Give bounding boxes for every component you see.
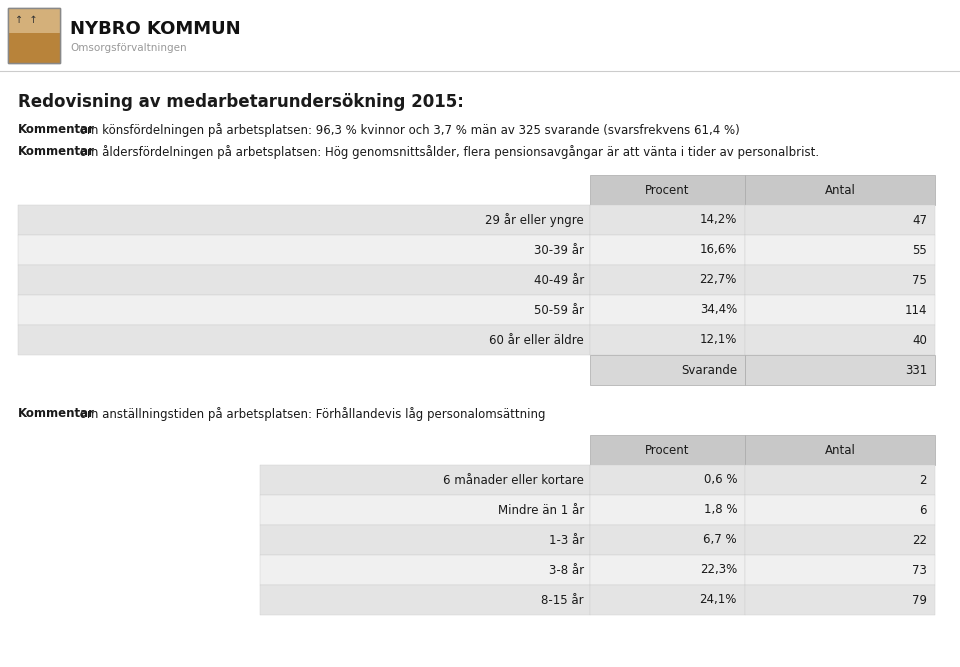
Text: Redovisning av medarbetarundersökning 2015:: Redovisning av medarbetarundersökning 20…	[18, 93, 464, 111]
Text: 60 år eller äldre: 60 år eller äldre	[490, 334, 584, 346]
Text: Antal: Antal	[825, 183, 855, 197]
Bar	[260, 585, 590, 615]
Bar	[590, 585, 745, 615]
Text: 79: 79	[912, 594, 927, 606]
Bar	[745, 175, 935, 205]
Bar	[745, 265, 935, 295]
Bar	[590, 555, 745, 585]
Bar	[590, 355, 745, 385]
Text: 40-49 år: 40-49 år	[534, 273, 584, 287]
Bar	[745, 465, 935, 495]
Bar	[745, 585, 935, 615]
Text: 1-3 år: 1-3 år	[549, 534, 584, 546]
Text: Kommentar: Kommentar	[18, 145, 95, 158]
Bar	[18, 265, 590, 295]
Text: 22,3%: 22,3%	[700, 564, 737, 576]
Bar	[590, 265, 745, 295]
Bar	[8, 33, 60, 63]
Bar	[8, 8, 60, 63]
Text: 29 år eller yngre: 29 år eller yngre	[485, 213, 584, 227]
Text: 6: 6	[920, 504, 927, 516]
Bar	[590, 435, 745, 465]
Text: 2: 2	[920, 474, 927, 486]
Text: Procent: Procent	[645, 444, 689, 456]
Text: 8-15 år: 8-15 år	[541, 594, 584, 606]
Text: 34,4%: 34,4%	[700, 303, 737, 317]
Bar	[745, 355, 935, 385]
Bar	[590, 205, 745, 235]
Bar	[8, 8, 60, 63]
Text: 30-39 år: 30-39 år	[534, 243, 584, 257]
Text: 40: 40	[912, 334, 927, 346]
Text: 22: 22	[912, 534, 927, 546]
Text: Omsorgsförvaltningen: Omsorgsförvaltningen	[70, 43, 186, 53]
Text: NYBRO KOMMUN: NYBRO KOMMUN	[70, 20, 241, 38]
Text: Antal: Antal	[825, 444, 855, 456]
Bar	[18, 325, 590, 355]
Bar	[745, 325, 935, 355]
Bar	[590, 175, 745, 205]
Text: ↑  ↑: ↑ ↑	[15, 15, 37, 25]
Bar	[260, 495, 590, 525]
Text: 1,8 %: 1,8 %	[704, 504, 737, 516]
Text: 55: 55	[912, 243, 927, 257]
Text: 73: 73	[912, 564, 927, 576]
Bar	[590, 235, 745, 265]
Text: 22,7%: 22,7%	[700, 273, 737, 287]
Text: 14,2%: 14,2%	[700, 213, 737, 227]
Text: 114: 114	[904, 303, 927, 317]
Bar	[18, 295, 590, 325]
Text: 6 månader eller kortare: 6 månader eller kortare	[444, 474, 584, 486]
Bar	[745, 205, 935, 235]
Text: Kommentar: Kommentar	[18, 123, 95, 136]
Text: Mindre än 1 år: Mindre än 1 år	[497, 504, 584, 516]
Text: om anställningstiden på arbetsplatsen: Förhållandevis låg personalomsättning: om anställningstiden på arbetsplatsen: F…	[76, 407, 545, 421]
Text: 24,1%: 24,1%	[700, 594, 737, 606]
Bar	[745, 435, 935, 465]
Bar	[18, 205, 590, 235]
Bar	[745, 525, 935, 555]
Text: 16,6%: 16,6%	[700, 243, 737, 257]
Bar	[590, 295, 745, 325]
Text: 75: 75	[912, 273, 927, 287]
Text: Procent: Procent	[645, 183, 689, 197]
Text: om könsfördelningen på arbetsplatsen: 96,3 % kvinnor och 3,7 % män av 325 svaran: om könsfördelningen på arbetsplatsen: 96…	[76, 123, 740, 137]
Bar	[745, 555, 935, 585]
Bar	[260, 525, 590, 555]
Text: 331: 331	[904, 364, 927, 376]
Bar	[260, 465, 590, 495]
Bar	[18, 235, 590, 265]
Text: 3-8 år: 3-8 år	[549, 564, 584, 576]
Bar	[590, 495, 745, 525]
Text: 12,1%: 12,1%	[700, 334, 737, 346]
Text: 50-59 år: 50-59 år	[534, 303, 584, 317]
Text: 0,6 %: 0,6 %	[704, 474, 737, 486]
Bar	[260, 555, 590, 585]
Text: 47: 47	[912, 213, 927, 227]
Bar	[590, 465, 745, 495]
Text: om åldersfördelningen på arbetsplatsen: Hög genomsnittsålder, flera pensionsavgå: om åldersfördelningen på arbetsplatsen: …	[76, 145, 819, 159]
Bar	[590, 525, 745, 555]
Text: Kommentar: Kommentar	[18, 407, 95, 420]
Text: 6,7 %: 6,7 %	[704, 534, 737, 546]
Bar	[745, 295, 935, 325]
Bar	[745, 235, 935, 265]
Bar	[8, 8, 60, 33]
Bar	[590, 325, 745, 355]
Text: Svarande: Svarande	[681, 364, 737, 376]
Bar	[745, 495, 935, 525]
